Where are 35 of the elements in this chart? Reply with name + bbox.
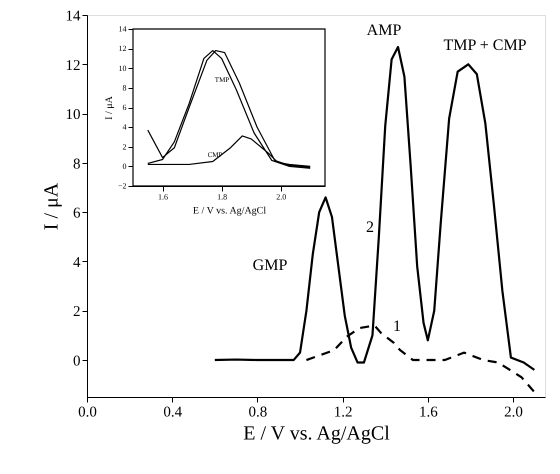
- y-tick-label: 12: [118, 44, 126, 54]
- y-tick-label: 12: [66, 58, 80, 74]
- x-tick-label: 1.6: [158, 192, 168, 202]
- y-tick-label: 0: [73, 354, 80, 370]
- x-tick-label: 0.0: [78, 404, 97, 420]
- y-tick-label: 4: [122, 122, 126, 132]
- y-tick-label: 14: [66, 8, 81, 24]
- x-tick-label: 1.2: [334, 404, 353, 420]
- x-tick-label: 1.8: [217, 192, 228, 202]
- annotation: TMP + CMP: [443, 37, 527, 54]
- y-tick-label: 6: [73, 206, 81, 222]
- y-tick-label: 4: [73, 254, 81, 271]
- x-tick-label: 0.4: [163, 404, 183, 420]
- x-tick-label: 2.0: [504, 404, 523, 420]
- y-tick-label: 10: [66, 107, 80, 124]
- y-tick-label: 10: [118, 64, 126, 73]
- annotation: 1: [393, 318, 401, 335]
- annotation: AMP: [366, 22, 402, 39]
- x-axis-title: E / V vs. Ag/AgCl: [192, 206, 266, 216]
- y-tick-label: 2: [122, 142, 126, 152]
- y-tick-label: 6: [122, 103, 126, 112]
- y-tick-label: 8: [73, 156, 80, 172]
- y-tick-label: 14: [118, 24, 126, 34]
- y-tick-label: 0: [122, 162, 126, 171]
- x-tick-label: 0.8: [248, 404, 268, 420]
- y-axis-title: I / μA: [40, 182, 62, 230]
- annotation: GMP: [252, 257, 288, 274]
- y-tick-label: 2: [73, 304, 80, 320]
- y-tick-label: 8: [122, 83, 126, 92]
- y-axis-title: I / μA: [104, 95, 115, 120]
- x-axis-title: E / V vs. Ag/AgCl: [243, 422, 390, 444]
- x-tick-label: 2.0: [276, 192, 286, 202]
- x-tick-label: 1.6: [418, 404, 438, 420]
- y-tick-label: −2: [118, 182, 126, 190]
- annotation: 2: [366, 219, 374, 236]
